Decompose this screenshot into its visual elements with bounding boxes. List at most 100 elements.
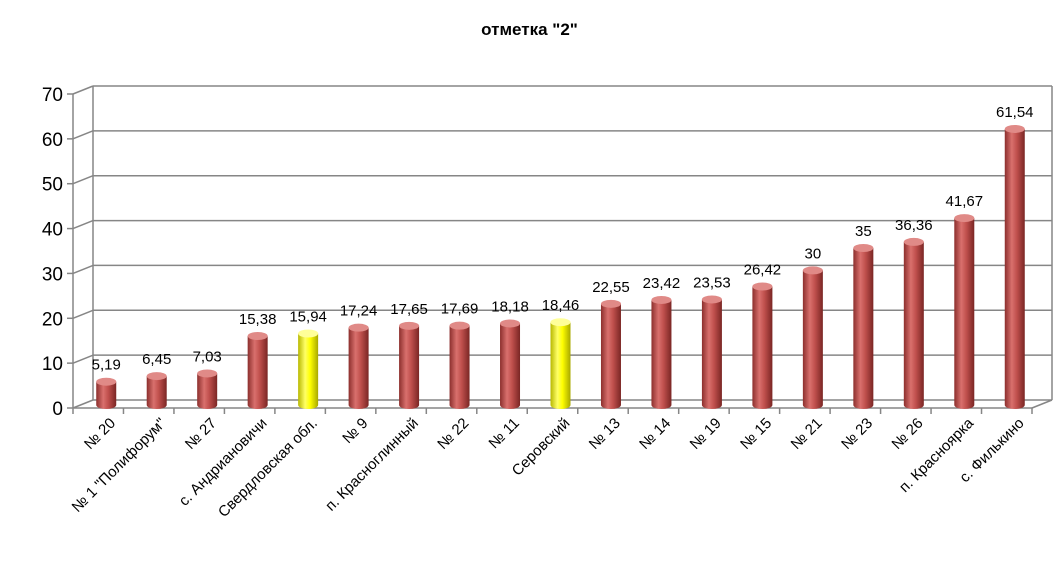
- category-label: п. Красноглинный: [322, 415, 422, 515]
- bar: [449, 321, 470, 409]
- axes: 0 10 20 30 40 50 60 70: [42, 85, 1053, 420]
- bar-top: [600, 299, 621, 308]
- gridlines: [72, 85, 1052, 409]
- bar-body: [550, 322, 571, 409]
- bar-body: [1004, 128, 1025, 409]
- gridline-depth: [72, 309, 94, 319]
- bar: [701, 295, 722, 409]
- bar-body: [247, 336, 268, 409]
- bar: [600, 299, 621, 409]
- data-label: 61,54: [996, 104, 1034, 121]
- data-label: 17,24: [340, 303, 378, 320]
- bar: [247, 332, 268, 409]
- bar-top: [197, 369, 218, 378]
- bar: [954, 214, 975, 409]
- category-label: № 11: [485, 415, 522, 452]
- bar: [903, 237, 924, 409]
- gridline-depth: [72, 219, 94, 230]
- category-label: № 14: [636, 415, 674, 453]
- bar: [752, 282, 773, 409]
- data-label: 36,36: [895, 217, 933, 234]
- bar-top: [903, 237, 924, 246]
- bar-top: [247, 332, 268, 341]
- category-label: № 23: [838, 415, 876, 453]
- bar-body: [802, 270, 823, 409]
- data-label: 35: [855, 223, 872, 240]
- bar-body: [399, 325, 420, 409]
- category-label: № 19: [687, 415, 725, 453]
- bar: [197, 369, 218, 409]
- data-labels: 5,19 № 20 6,45 № 1 "Полифорум" 7,03 № 27 15,38…: [69, 104, 1034, 521]
- bar-body: [954, 218, 975, 409]
- gridline-depth: [72, 399, 94, 409]
- bar: [853, 244, 874, 409]
- bar: [1004, 124, 1025, 409]
- bar-top: [96, 377, 117, 386]
- category-label: № 21: [788, 415, 826, 453]
- bar: [348, 323, 369, 409]
- data-label: 17,65: [390, 301, 428, 318]
- gridline-depth: [72, 354, 94, 364]
- bar-top: [550, 318, 571, 327]
- y-tick-label: 70: [42, 85, 63, 106]
- bar-top: [1004, 124, 1025, 133]
- bar-body: [651, 299, 672, 409]
- bar-body: [903, 241, 924, 409]
- bar: [802, 266, 823, 409]
- y-tick-label: 20: [42, 309, 63, 330]
- bar-top: [449, 321, 470, 330]
- bar: [399, 321, 420, 409]
- chart-title: отметка "2": [481, 20, 578, 39]
- bar: [550, 318, 571, 409]
- y-tick-label: 30: [42, 264, 63, 285]
- data-label: 26,42: [744, 261, 782, 278]
- data-label: 5,19: [92, 357, 121, 374]
- bar: [298, 329, 319, 409]
- category-label: Свердловская обл.: [215, 415, 321, 521]
- category-label: с. Андриановичи: [176, 415, 271, 510]
- bar-body: [853, 248, 874, 409]
- bar-body: [500, 323, 521, 409]
- bar-top: [348, 323, 369, 332]
- bar: [146, 372, 167, 409]
- bar-top: [701, 295, 722, 304]
- data-label: 18,46: [542, 297, 580, 314]
- data-label: 6,45: [142, 351, 171, 368]
- floor-edge: [1031, 399, 1053, 409]
- category-label: № 27: [182, 415, 220, 453]
- bar-top: [853, 244, 874, 252]
- bar-body: [701, 299, 722, 409]
- y-tick-label: 40: [42, 220, 63, 241]
- category-label: № 1 "Полифорум": [69, 415, 170, 516]
- category-label: № 26: [888, 415, 926, 453]
- data-label: 18,18: [491, 298, 529, 315]
- bar: [651, 295, 672, 409]
- y-tick-label: 50: [42, 175, 63, 196]
- bar-body: [96, 381, 117, 409]
- category-label: № 13: [586, 415, 624, 453]
- bar-top: [651, 295, 672, 304]
- category-label: № 15: [737, 415, 775, 453]
- data-label: 41,67: [946, 193, 984, 210]
- data-label: 30: [805, 245, 822, 262]
- y-tick-label: 10: [42, 354, 63, 375]
- bar-body: [146, 376, 167, 409]
- bar-top: [954, 214, 975, 223]
- y-tick-label: 60: [42, 130, 63, 151]
- data-label: 23,42: [643, 275, 681, 292]
- gridline-depth: [72, 85, 94, 95]
- data-label: 23,53: [693, 274, 731, 291]
- bar-body: [600, 303, 621, 409]
- gridline-depth: [72, 175, 94, 185]
- bars: [96, 124, 1025, 409]
- bar-body: [348, 327, 369, 409]
- bar-body: [752, 286, 773, 409]
- bar-body: [449, 325, 470, 409]
- bar-top: [399, 321, 420, 330]
- bar-top: [752, 282, 773, 291]
- bar-body: [197, 373, 218, 409]
- bar-top: [146, 372, 167, 381]
- gridline-depth: [72, 264, 94, 275]
- bar: [500, 319, 521, 409]
